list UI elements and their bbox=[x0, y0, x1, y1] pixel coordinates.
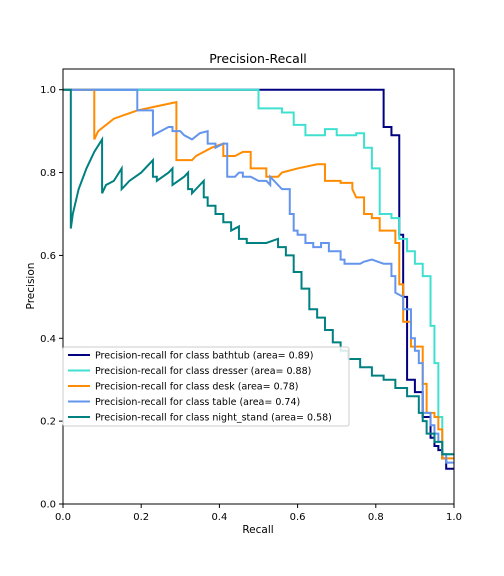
x-tick-5: 1.0 bbox=[446, 504, 462, 523]
series-layer bbox=[63, 88, 454, 470]
legend-entry-1: Precision-recall for class dresser (area… bbox=[68, 366, 311, 377]
x-axis-ticks: 0.0 0.2 0.4 0.6 0.8 1.0 bbox=[55, 504, 462, 523]
y-tick-label: 0.8 bbox=[40, 168, 56, 179]
legend-label: Precision-recall for class bathtub (area… bbox=[95, 351, 314, 362]
y-tick-label: 0.6 bbox=[40, 251, 56, 262]
legend-entry-4: Precision-recall for class night_stand (… bbox=[68, 413, 332, 424]
y-tick-1: 0.2 bbox=[40, 417, 63, 428]
series-line-1 bbox=[63, 88, 454, 456]
x-axis-label: Recall bbox=[242, 524, 273, 536]
y-axis-label: Precision bbox=[25, 263, 37, 310]
series-line-4 bbox=[63, 88, 454, 456]
x-tick-4: 0.8 bbox=[368, 504, 384, 523]
y-tick-label: 1.0 bbox=[40, 85, 56, 96]
chart-title: Precision-Recall bbox=[209, 51, 307, 66]
legend-label: Precision-recall for class desk (area= 0… bbox=[95, 382, 298, 393]
y-axis-ticks: 0.0 0.2 0.4 0.6 0.8 1.0 bbox=[40, 85, 63, 511]
legend-entry-0: Precision-recall for class bathtub (area… bbox=[68, 351, 314, 362]
y-tick-label: 0.0 bbox=[40, 500, 56, 511]
x-tick-label: 0.6 bbox=[290, 512, 306, 523]
x-tick-1: 0.2 bbox=[133, 504, 149, 523]
x-tick-label: 0.4 bbox=[211, 512, 227, 523]
legend-entry-3: Precision-recall for class table (area= … bbox=[68, 397, 300, 408]
x-tick-2: 0.4 bbox=[211, 504, 227, 523]
y-tick-3: 0.6 bbox=[40, 251, 63, 262]
x-tick-label: 0.2 bbox=[133, 512, 149, 523]
x-tick-label: 1.0 bbox=[446, 512, 462, 523]
legend-entry-2: Precision-recall for class desk (area= 0… bbox=[68, 382, 298, 393]
y-tick-2: 0.4 bbox=[40, 334, 63, 345]
y-tick-label: 0.2 bbox=[40, 417, 56, 428]
y-tick-4: 0.8 bbox=[40, 168, 63, 179]
axes-frame bbox=[62, 68, 455, 505]
x-tick-0: 0.0 bbox=[55, 504, 71, 523]
series-line-3 bbox=[63, 88, 454, 464]
x-tick-label: 0.0 bbox=[55, 512, 71, 523]
x-tick-label: 0.8 bbox=[368, 512, 384, 523]
x-tick-3: 0.6 bbox=[290, 504, 306, 523]
y-tick-label: 0.4 bbox=[40, 334, 56, 345]
legend-label: Precision-recall for class night_stand (… bbox=[95, 413, 332, 424]
legend-label: Precision-recall for class table (area= … bbox=[95, 397, 300, 408]
legend-frame bbox=[62, 346, 350, 427]
legend-label: Precision-recall for class dresser (area… bbox=[95, 366, 311, 377]
legend: Precision-recall for class bathtub (area… bbox=[62, 346, 350, 427]
legend-items: Precision-recall for class bathtub (area… bbox=[68, 351, 332, 424]
y-tick-5: 1.0 bbox=[40, 85, 63, 96]
y-tick-0: 0.0 bbox=[40, 500, 63, 511]
